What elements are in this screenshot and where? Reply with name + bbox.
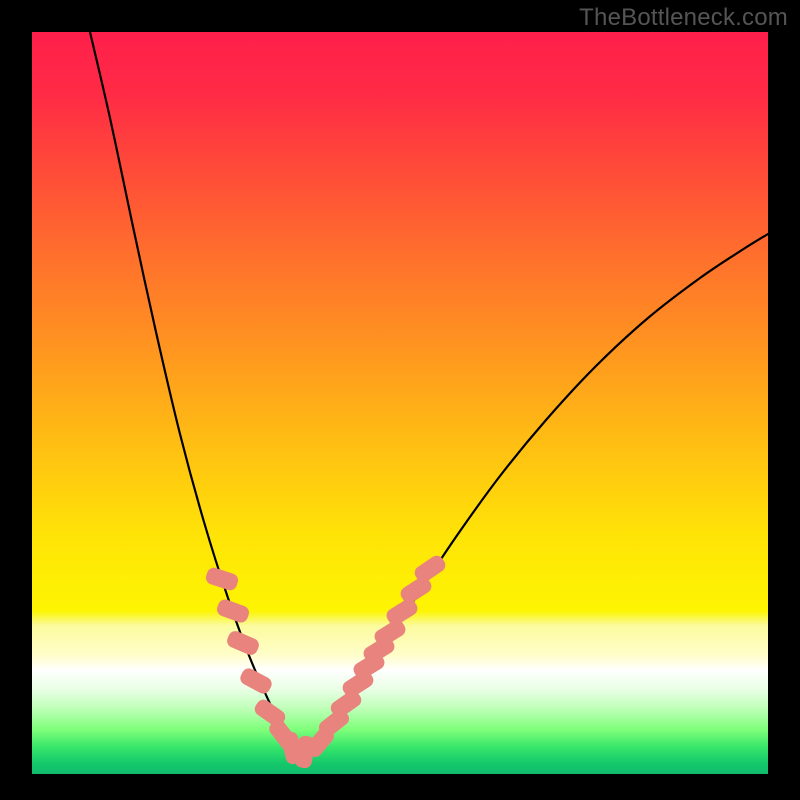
watermark-text: TheBottleneck.com bbox=[579, 4, 788, 32]
chart-container: TheBottleneck.com bbox=[0, 0, 800, 800]
bottleneck-chart bbox=[0, 0, 800, 800]
plot-area-gradient bbox=[32, 32, 768, 774]
